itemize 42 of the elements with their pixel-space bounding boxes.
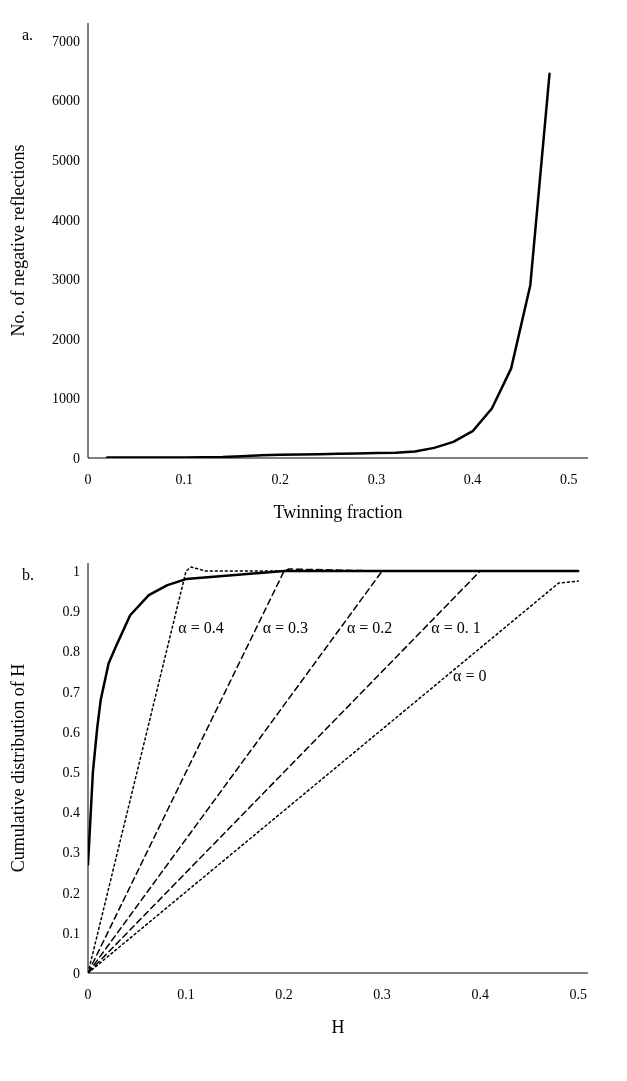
- y-tick-label: 7000: [52, 33, 80, 49]
- y-tick-label: 2000: [52, 331, 80, 347]
- y-tick-label: 0.5: [62, 764, 80, 780]
- y-axis-title: No. of negative reflections: [8, 144, 29, 337]
- x-tick-label: 0.5: [560, 471, 578, 487]
- y-tick-label: 3000: [52, 272, 80, 288]
- x-tick-label: 0.3: [373, 986, 391, 1002]
- y-tick-label: 0.4: [62, 805, 80, 821]
- x-axis-title: H: [331, 1017, 345, 1037]
- y-tick-label: 1: [73, 564, 80, 580]
- x-tick-label: 0: [84, 471, 92, 487]
- y-tick-label: 0.3: [62, 845, 80, 861]
- text: b.: [22, 566, 34, 584]
- x-tick-label: 0.2: [275, 986, 293, 1002]
- y-tick-label: 0.8: [62, 644, 80, 660]
- y-tick-label: 6000: [52, 93, 80, 109]
- x-tick-label: 0.4: [463, 471, 482, 487]
- x-tick-label: 0.4: [471, 986, 489, 1002]
- series-label: α = 0. 1: [431, 618, 481, 636]
- series-label: α = 0: [453, 667, 487, 685]
- y-tick-label: 0.7: [62, 684, 80, 700]
- y-tick-label: 0.2: [62, 885, 80, 901]
- series-label: α = 0.4: [178, 618, 224, 636]
- y-tick-label: 5000: [52, 153, 80, 169]
- y-tick-label: 4000: [52, 212, 80, 228]
- x-tick-label: 0.1: [175, 471, 193, 487]
- series-label: α = 0.2: [346, 618, 393, 636]
- x-axis-title: Twinning fraction: [273, 502, 403, 522]
- y-tick-label: 0.9: [62, 604, 80, 620]
- y-tick-label: 0: [73, 450, 80, 466]
- x-tick-label: 0.2: [271, 471, 290, 487]
- x-tick-label: 0.1: [177, 986, 195, 1002]
- y-tick-label: 0.1: [62, 925, 80, 941]
- y-tick-label: 0.6: [62, 724, 80, 740]
- y-axis-title: Cumulative distribution of H: [8, 663, 29, 873]
- y-tick-label: 0: [73, 965, 80, 981]
- y-tick-label: 1000: [52, 391, 80, 407]
- text: a.: [22, 26, 34, 44]
- x-tick-label: 0.5: [569, 986, 587, 1002]
- series-label: α = 0.3: [262, 618, 309, 636]
- x-tick-label: 0.3: [367, 471, 386, 487]
- x-tick-label: 0: [84, 986, 92, 1002]
